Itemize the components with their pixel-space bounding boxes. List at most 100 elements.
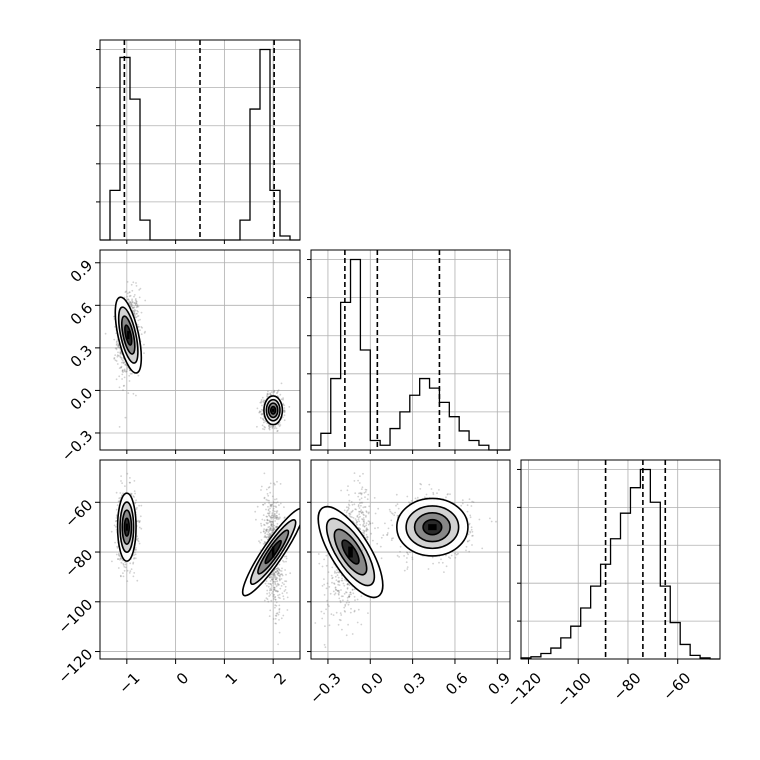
sample-point xyxy=(472,501,475,503)
sample-point xyxy=(396,514,399,517)
sample-point xyxy=(357,479,359,482)
sample-point xyxy=(410,500,413,502)
sample-point xyxy=(365,533,368,536)
sample-point xyxy=(121,373,124,376)
sample-point xyxy=(364,506,367,508)
sample-point xyxy=(121,559,124,562)
sample-point xyxy=(328,624,331,627)
sample-point xyxy=(270,533,272,536)
sample-point xyxy=(324,646,327,649)
y-tick-label: −100 xyxy=(55,595,97,637)
sample-point xyxy=(131,289,134,292)
sample-point xyxy=(273,575,276,578)
sample-point xyxy=(359,502,361,504)
sample-point xyxy=(466,504,469,507)
sample-point xyxy=(332,614,335,616)
sample-point xyxy=(137,315,140,317)
sample-point xyxy=(267,585,270,588)
sample-point xyxy=(467,533,470,536)
sample-point xyxy=(344,605,347,607)
sample-point xyxy=(124,363,127,366)
sample-point xyxy=(469,531,472,534)
sample-point xyxy=(123,361,126,364)
sample-point xyxy=(338,618,341,621)
sample-point xyxy=(124,364,127,366)
sample-point xyxy=(116,340,118,343)
sample-point xyxy=(272,618,275,620)
sample-point xyxy=(279,587,282,590)
density-peak xyxy=(428,524,437,531)
sample-point xyxy=(136,579,139,582)
sample-point xyxy=(113,357,116,359)
sample-point xyxy=(119,351,122,354)
sample-point xyxy=(266,493,269,495)
sample-point xyxy=(265,529,268,532)
sample-point xyxy=(363,522,365,525)
sample-point xyxy=(267,486,270,489)
sample-point xyxy=(266,393,269,395)
sample-point xyxy=(265,580,268,583)
sample-point xyxy=(132,307,135,309)
sample-point xyxy=(359,492,362,494)
sample-point xyxy=(137,310,139,313)
sample-point xyxy=(127,298,130,301)
sample-point xyxy=(268,521,271,523)
scatter-panel-0-1 xyxy=(99,249,301,451)
sample-point xyxy=(114,525,117,528)
sample-point xyxy=(275,615,278,617)
sample-point xyxy=(137,319,140,322)
sample-point xyxy=(275,506,278,508)
sample-point xyxy=(340,595,343,598)
sample-point xyxy=(268,529,271,531)
sample-point xyxy=(260,400,263,403)
sample-point xyxy=(275,578,278,581)
sample-point xyxy=(274,426,277,428)
sample-point xyxy=(363,529,366,532)
sample-point xyxy=(345,591,348,594)
sample-point xyxy=(368,520,371,523)
sample-point xyxy=(393,514,396,517)
sample-point xyxy=(122,492,124,495)
sample-point xyxy=(263,528,265,531)
sample-point xyxy=(355,508,357,511)
sample-point xyxy=(125,290,127,293)
sample-point xyxy=(264,531,267,534)
sample-point xyxy=(357,505,360,508)
sample-point xyxy=(117,567,120,569)
sample-point xyxy=(333,572,336,574)
sample-point xyxy=(278,619,280,621)
sample-point xyxy=(265,597,268,599)
sample-point xyxy=(365,530,368,532)
sample-point xyxy=(104,332,107,335)
x-tick-label: 0.6 xyxy=(442,669,472,699)
panel-frame xyxy=(310,459,511,660)
sample-point xyxy=(118,552,120,555)
sample-point xyxy=(117,344,119,347)
sample-point xyxy=(276,577,279,579)
sample-point xyxy=(115,520,118,522)
sample-point xyxy=(261,412,264,415)
sample-point xyxy=(338,581,340,583)
sample-point xyxy=(137,537,139,540)
sample-point xyxy=(269,507,271,510)
sample-point xyxy=(374,527,376,530)
sample-point xyxy=(445,554,447,557)
sample-point xyxy=(141,326,144,329)
scatter-panel-1-2 xyxy=(310,459,511,660)
x-tick-label: −80 xyxy=(610,669,645,704)
sample-point xyxy=(138,504,141,507)
sample-point xyxy=(274,606,276,609)
sample-point xyxy=(329,592,332,595)
sample-point xyxy=(134,299,137,301)
sample-point xyxy=(270,524,273,527)
sample-point xyxy=(367,493,370,496)
sample-point xyxy=(269,503,272,506)
sample-point xyxy=(256,505,259,508)
sample-point xyxy=(117,354,120,357)
sample-point xyxy=(134,501,137,504)
sample-point xyxy=(118,554,120,556)
sample-point xyxy=(273,572,275,575)
sample-point xyxy=(384,522,386,525)
sample-point xyxy=(260,522,262,525)
sample-point xyxy=(126,281,129,283)
